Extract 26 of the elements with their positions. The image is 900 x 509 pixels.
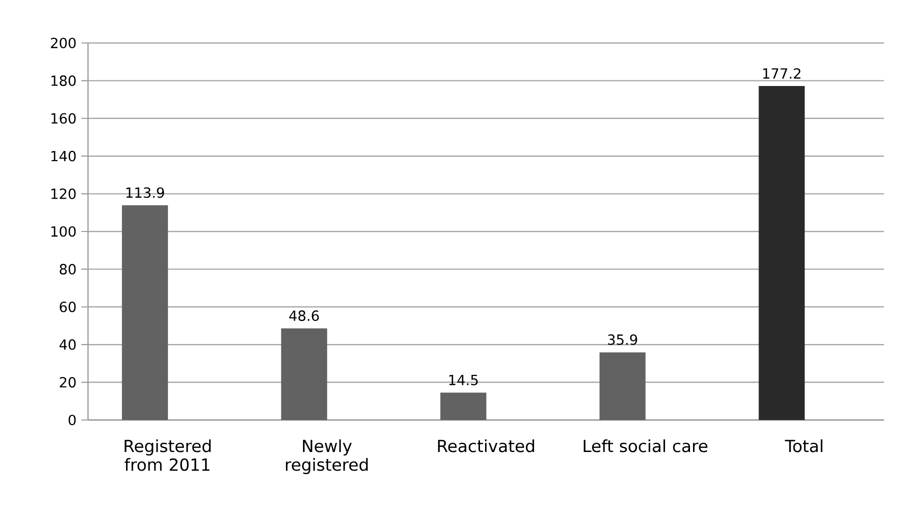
x-tick-label: Left social care <box>584 439 708 452</box>
y-tick-label: 140 <box>51 150 76 162</box>
x-tick-label: Total <box>784 439 822 452</box>
bar <box>281 328 328 420</box>
y-tick-label: 120 <box>51 188 76 200</box>
data-label: 48.6 <box>289 310 319 321</box>
bar <box>122 205 168 420</box>
y-tick-label: 40 <box>60 339 76 350</box>
y-tick-label: 100 <box>51 226 76 237</box>
y-tick-label: 0 <box>68 414 76 426</box>
x-tick-label: Newly registered <box>286 439 368 474</box>
data-label: 35.9 <box>608 334 638 345</box>
bar <box>440 392 486 420</box>
data-label: 113.9 <box>126 187 164 198</box>
y-tick-label: 160 <box>51 113 76 124</box>
y-tick-label: 20 <box>60 376 76 388</box>
y-tick-label: 180 <box>51 75 76 86</box>
data-label: 14.5 <box>449 374 478 386</box>
y-tick-label: 200 <box>50 38 76 48</box>
x-tick-label: Reactivated <box>438 439 534 452</box>
y-tick-label: 80 <box>60 264 76 274</box>
bar <box>758 86 805 420</box>
bar <box>600 352 646 420</box>
x-tick-label: Registered from 2011 <box>124 439 211 471</box>
data-label: 177.2 <box>763 68 800 79</box>
y-tick-label: 60 <box>60 302 76 312</box>
